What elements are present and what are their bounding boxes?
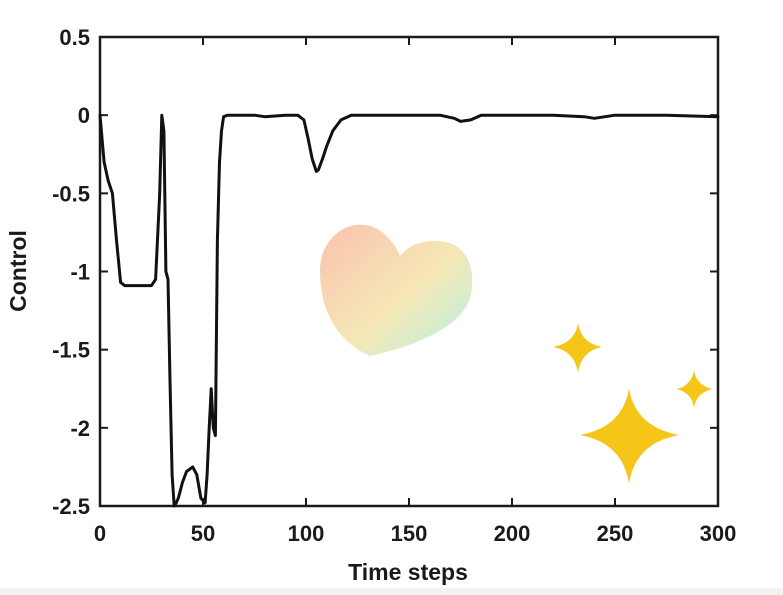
y-tick-label: -2.5 <box>52 494 90 519</box>
bottom-strip <box>0 588 783 595</box>
heart-icon <box>320 224 473 356</box>
x-tick-label: 300 <box>700 521 737 546</box>
series-line <box>98 113 720 508</box>
x-tick-label: 50 <box>191 521 215 546</box>
sparkle-icon <box>553 323 602 373</box>
x-tick-label: 0 <box>94 521 106 546</box>
y-tick-label: -1.5 <box>52 338 90 363</box>
y-tick-label: -2 <box>70 416 90 441</box>
sparkle-icon <box>580 388 679 484</box>
y-axis-title: Control <box>5 230 31 312</box>
y-tick-label: 0 <box>78 103 90 128</box>
y-tick-label: 0.5 <box>59 25 90 50</box>
x-tick-label: 200 <box>494 521 531 546</box>
x-tick-label: 250 <box>597 521 634 546</box>
y-tick-label: -1 <box>70 260 90 285</box>
x-tick-label: 100 <box>288 521 325 546</box>
x-axis-title: Time steps <box>348 559 468 585</box>
series-layer <box>98 113 720 508</box>
y-tick-label: -0.5 <box>52 181 90 206</box>
sparkle-icon <box>677 370 712 408</box>
x-axis: 0 50 100 150 200 250 300 <box>94 37 736 546</box>
x-tick-label: 150 <box>391 521 428 546</box>
y-axis: 0.5 0 -0.5 -1 -1.5 -2 -2.5 <box>52 25 718 519</box>
